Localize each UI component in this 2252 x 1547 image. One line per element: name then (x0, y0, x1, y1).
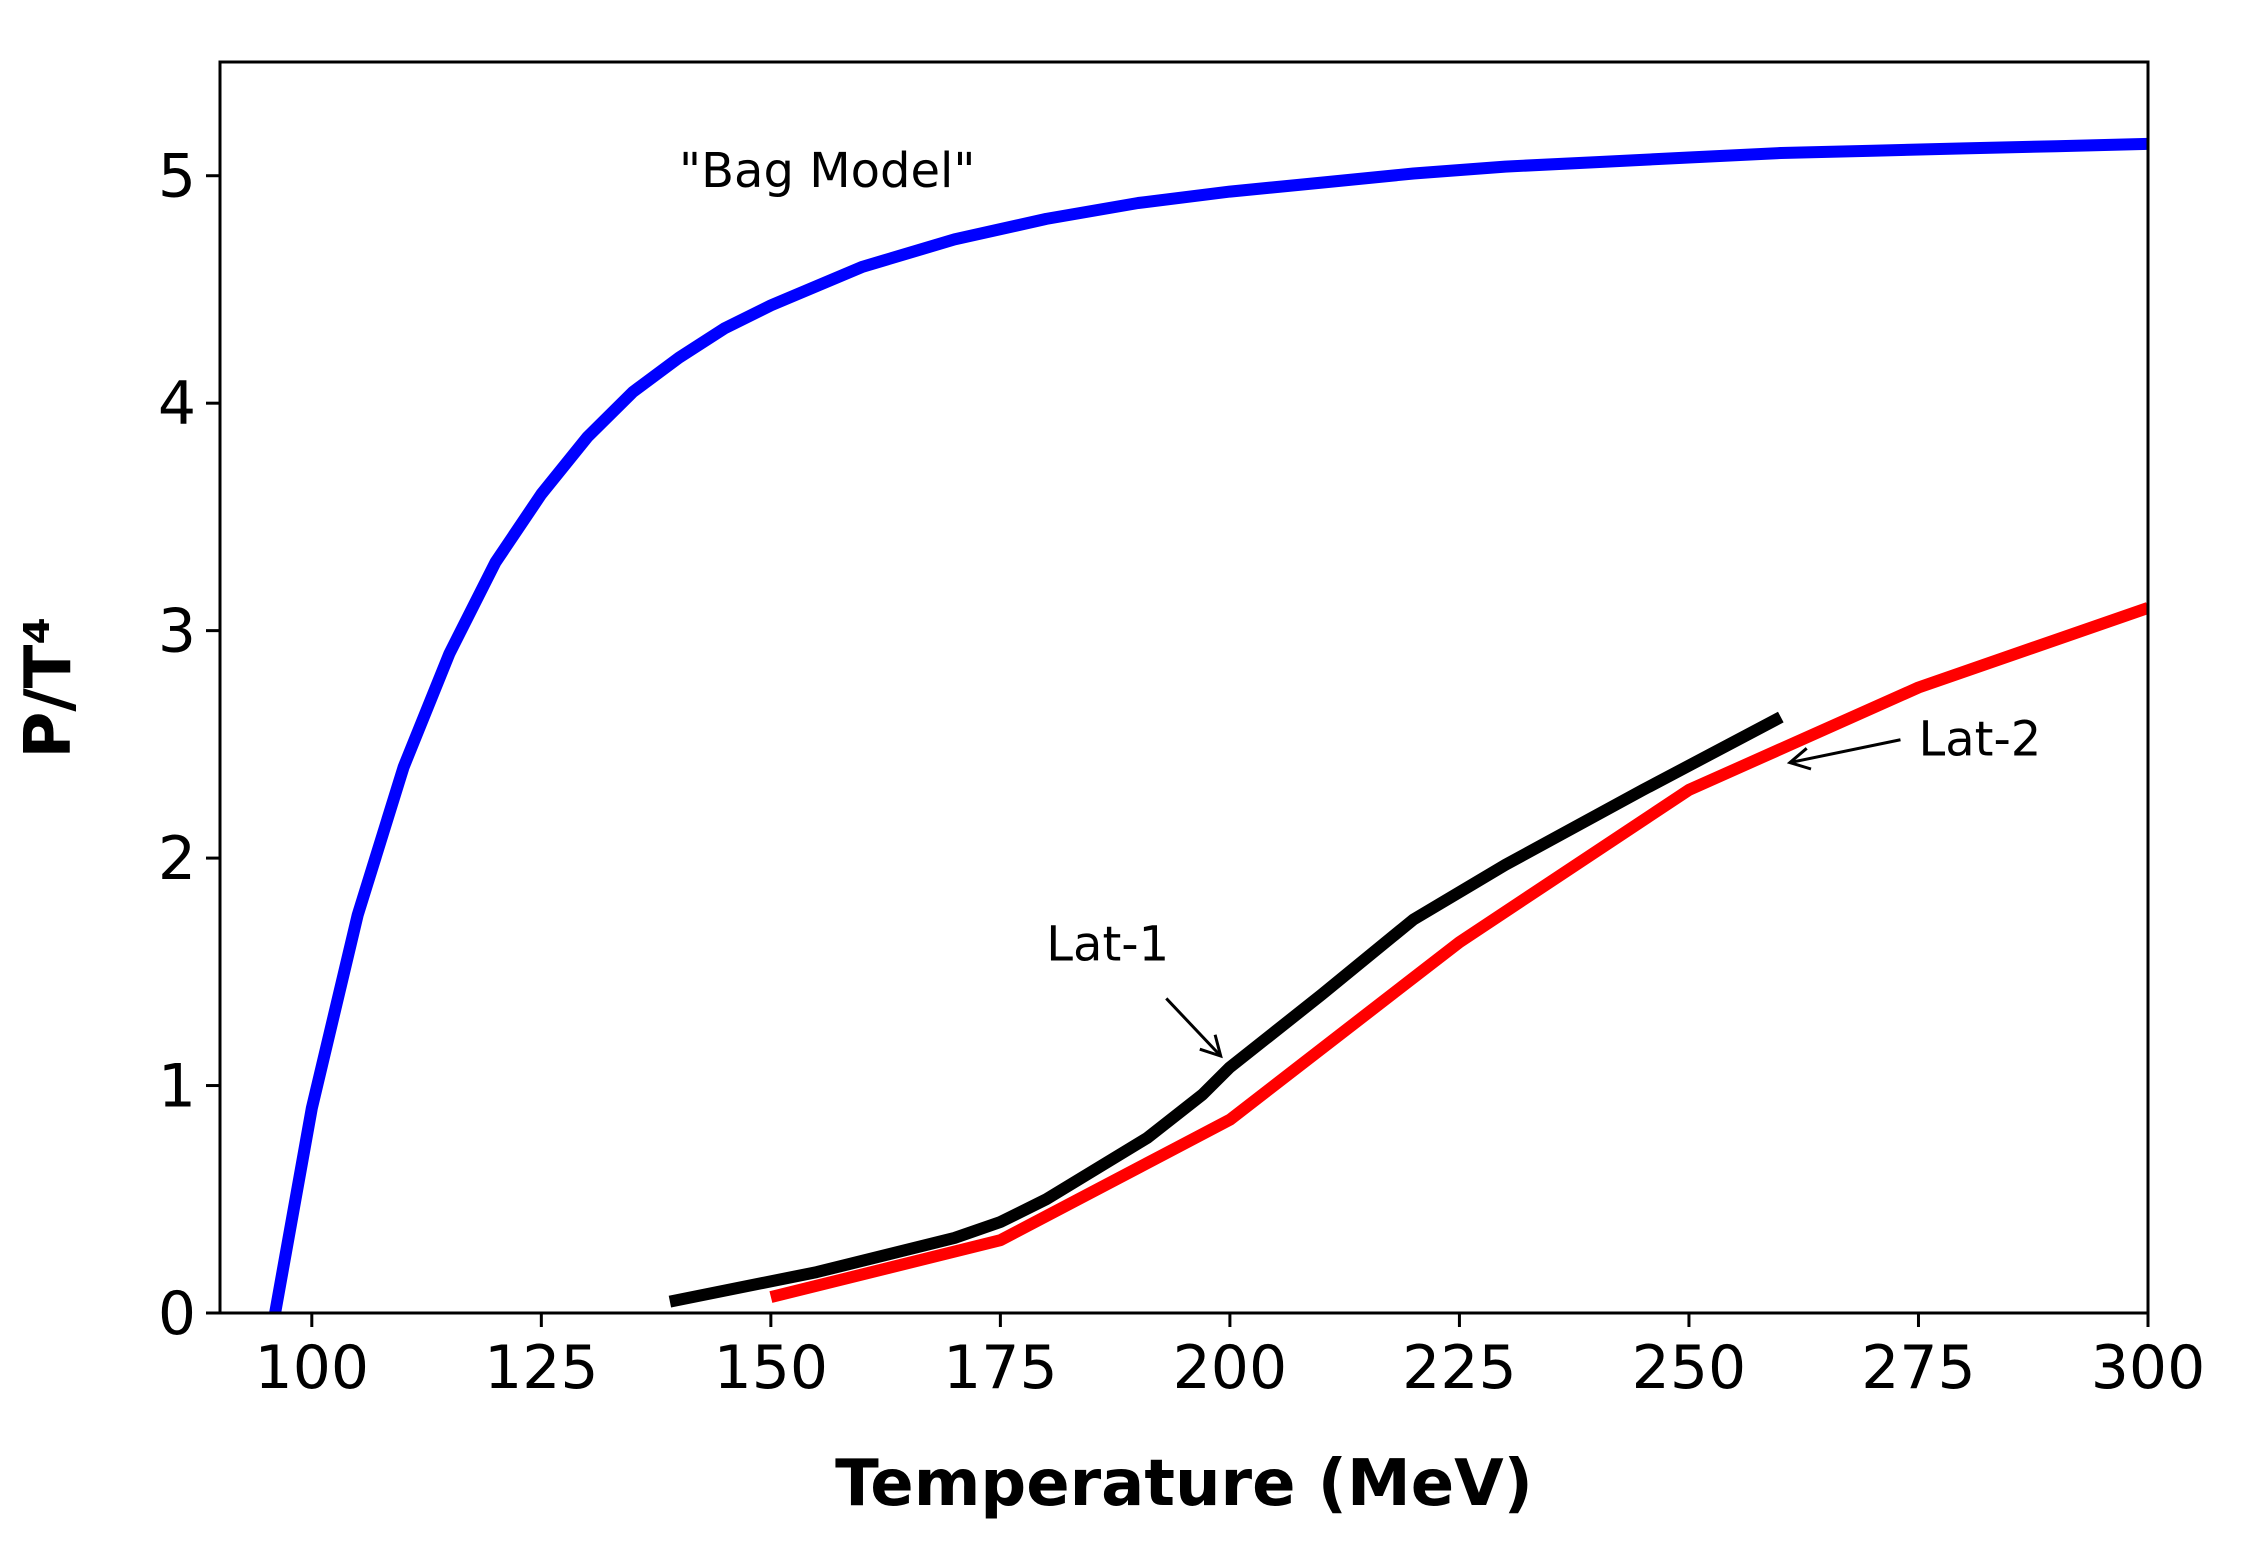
annotation-label-1: Lat-1 (1046, 916, 1169, 972)
x-tick-label: 150 (714, 1333, 829, 1403)
x-tick-label: 100 (255, 1333, 370, 1403)
y-tick-label: 0 (158, 1279, 196, 1349)
series-line-lat-2 (769, 602, 2148, 1303)
annotation-arrow-1 (1165, 997, 1222, 1058)
annotation-label-0: "Bag Model" (679, 143, 975, 199)
plot-frame (218, 60, 2150, 1315)
y-tick-label: 3 (158, 597, 196, 667)
x-axis-title: Temperature (MeV) (835, 1447, 1533, 1521)
x-tick-label: 250 (1632, 1333, 1747, 1403)
annotations: "Bag Model" Lat-1 Lat-2 (679, 143, 2041, 1059)
annotation-arrow-2 (1789, 738, 1901, 765)
y-tick-label: 1 (158, 1052, 196, 1122)
x-tick-label: 175 (943, 1333, 1058, 1403)
x-ticks: 100 125 150 175 200 225 250 275 300 (255, 1313, 2206, 1403)
x-tick-label: 125 (484, 1333, 599, 1403)
y-ticks: 0 1 2 3 4 5 (158, 142, 220, 1349)
x-tick-label: 200 (1173, 1333, 1288, 1403)
annotation-arrowhead-2 (1786, 747, 1812, 771)
series-lines (269, 137, 2148, 1313)
y-tick-label: 2 (158, 824, 196, 894)
series-line-bag-model (269, 137, 2148, 1313)
x-tick-label: 225 (1402, 1333, 1517, 1403)
x-tick-label: 275 (1861, 1333, 1976, 1403)
annotation-label-2: Lat-2 (1918, 712, 2041, 768)
y-axis-title: P/T⁴ (12, 617, 86, 759)
y-tick-label: 4 (158, 369, 196, 439)
series-line-lat-1 (668, 711, 1784, 1308)
annotation-arrowhead-1 (1199, 1034, 1223, 1059)
y-tick-label: 5 (158, 142, 196, 212)
x-tick-label: 300 (2091, 1333, 2206, 1403)
